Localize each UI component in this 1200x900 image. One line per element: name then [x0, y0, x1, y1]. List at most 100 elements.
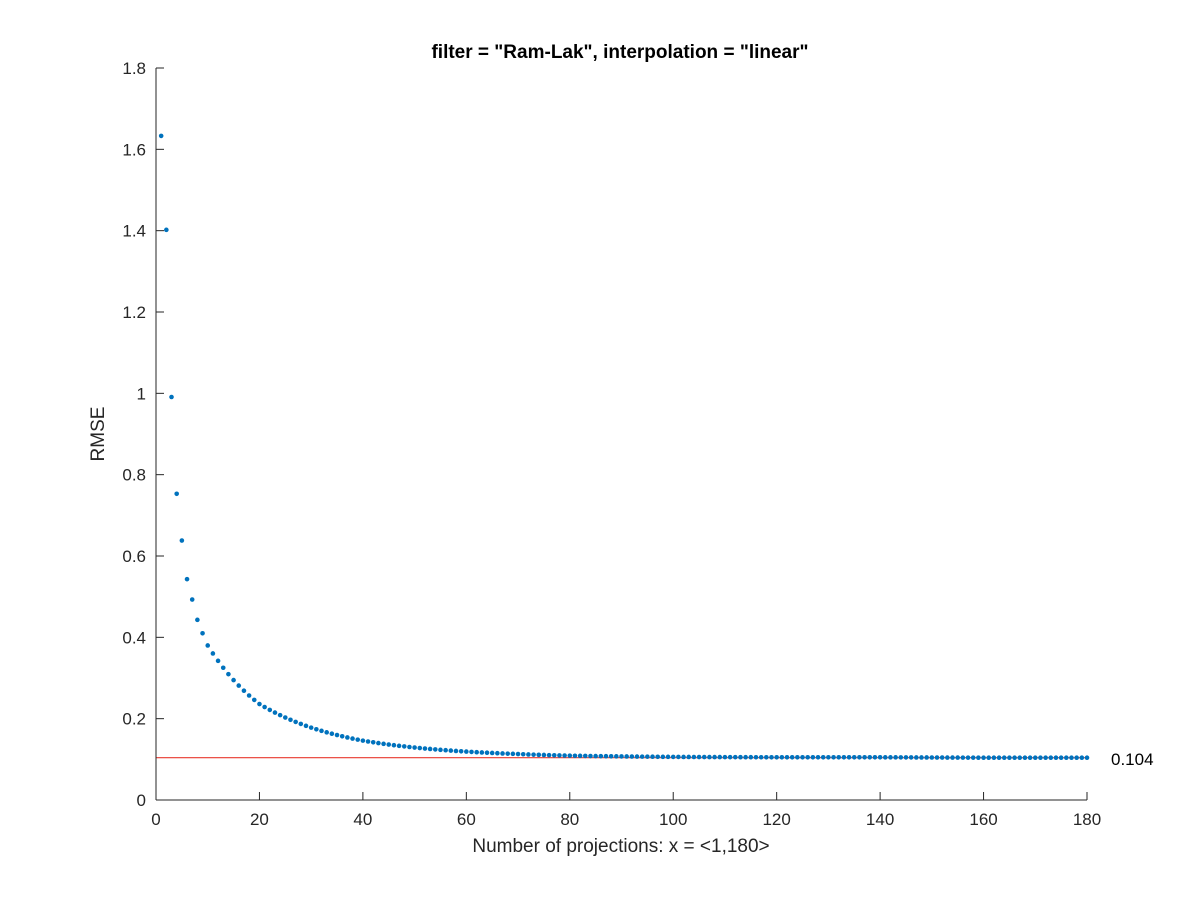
data-point — [205, 643, 211, 648]
data-point — [888, 755, 893, 760]
data-point — [991, 755, 997, 761]
data-point — [567, 753, 573, 758]
data-point — [251, 697, 257, 703]
data-point — [893, 755, 898, 760]
data-point — [670, 754, 676, 760]
data-point — [1069, 755, 1074, 761]
data-point — [417, 745, 423, 751]
data-point — [639, 754, 645, 759]
data-point — [660, 754, 666, 760]
data-point — [619, 754, 624, 759]
data-point — [324, 730, 329, 735]
data-point — [800, 755, 805, 760]
data-point — [882, 755, 888, 760]
data-point — [365, 739, 371, 744]
data-point — [1017, 755, 1023, 761]
data-point — [846, 755, 852, 760]
data-point — [464, 749, 469, 754]
x-tick-label: 60 — [457, 810, 476, 829]
data-point — [970, 755, 976, 760]
x-tick-label: 0 — [151, 810, 160, 829]
data-point — [955, 755, 960, 760]
y-tick-label: 1 — [137, 384, 146, 403]
data-point — [701, 754, 707, 760]
data-point — [489, 750, 495, 756]
data-point — [174, 491, 179, 497]
data-point — [795, 755, 800, 760]
y-tick-label: 0 — [137, 791, 146, 810]
data-point — [769, 754, 774, 760]
data-point — [308, 725, 314, 730]
x-tick-label: 140 — [866, 810, 894, 829]
data-point — [924, 755, 929, 760]
data-point — [939, 755, 945, 760]
x-tick-label: 160 — [969, 810, 997, 829]
data-point — [303, 723, 309, 729]
data-point — [469, 749, 474, 755]
data-point — [577, 753, 583, 759]
data-point — [334, 732, 340, 738]
data-point — [738, 754, 743, 760]
data-point — [427, 746, 433, 752]
data-point — [1074, 755, 1079, 761]
data-point — [500, 751, 505, 756]
data-point — [169, 394, 174, 400]
data-point — [784, 755, 790, 760]
data-point — [562, 753, 567, 758]
y-tick-label: 1.6 — [122, 140, 146, 159]
data-point — [851, 755, 857, 760]
data-point — [727, 754, 733, 760]
data-point — [412, 745, 417, 750]
data-point — [841, 755, 847, 760]
data-point — [226, 671, 231, 677]
data-point — [1058, 755, 1064, 761]
data-point — [484, 750, 490, 756]
data-point — [220, 665, 226, 671]
data-point — [231, 677, 236, 683]
x-tick-label: 180 — [1073, 810, 1101, 829]
data-point — [184, 576, 190, 582]
data-point — [210, 651, 216, 656]
data-point — [810, 755, 816, 760]
data-point — [598, 753, 604, 759]
data-point — [722, 754, 728, 760]
data-point — [257, 701, 262, 707]
data-point — [676, 754, 681, 760]
data-point — [867, 755, 873, 760]
data-point — [381, 741, 386, 747]
x-tick-label: 20 — [250, 810, 269, 829]
data-point — [1012, 755, 1017, 761]
data-point — [293, 719, 298, 725]
data-point — [448, 748, 454, 753]
data-point — [857, 755, 862, 760]
data-point — [665, 754, 671, 760]
y-tick-label: 1.8 — [122, 59, 146, 78]
x-axis-ticks: 0 20 40 60 80 100 120 140 160 180 — [151, 792, 1101, 829]
data-point — [877, 755, 883, 760]
data-point — [681, 754, 686, 760]
data-point — [898, 755, 904, 760]
data-point — [572, 753, 578, 759]
data-point — [536, 752, 542, 758]
data-point — [438, 747, 443, 753]
data-point — [862, 755, 867, 760]
data-point — [774, 755, 779, 760]
data-point — [339, 733, 345, 739]
data-point — [608, 753, 614, 759]
data-point — [593, 753, 598, 759]
data-point — [370, 740, 376, 745]
data-point — [1064, 755, 1069, 761]
data-point — [691, 754, 697, 760]
data-point — [277, 712, 283, 718]
data-point — [696, 754, 702, 760]
data-point — [189, 597, 195, 602]
data-point — [732, 754, 738, 760]
data-point — [236, 683, 242, 688]
data-point — [707, 754, 712, 760]
data-point — [820, 755, 826, 760]
data-point — [960, 755, 966, 760]
data-point — [934, 755, 940, 760]
data-point — [200, 630, 205, 636]
data-point — [903, 755, 909, 760]
